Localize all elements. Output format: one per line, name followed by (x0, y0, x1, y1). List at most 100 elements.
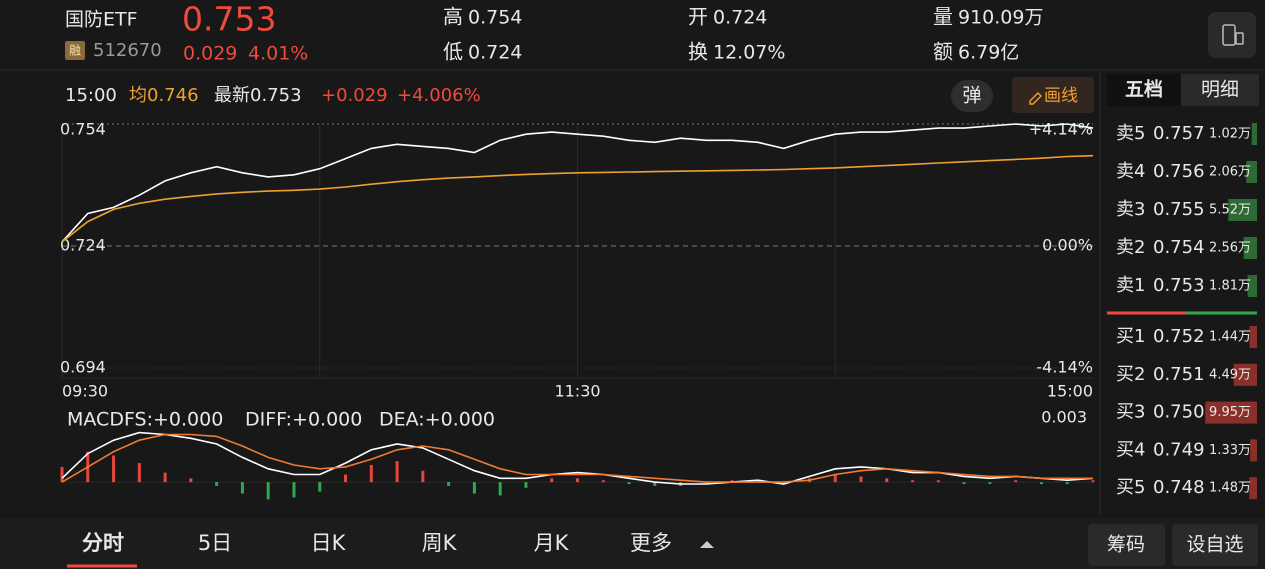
book-price: 0.750 (1153, 402, 1205, 423)
tab-bg[interactable] (1181, 74, 1259, 106)
series-line (61, 431, 1094, 485)
book-volume: 4.49万 (1209, 367, 1251, 382)
macd-bar (833, 474, 837, 483)
macd-bar (137, 463, 141, 483)
stat-label: 高 (443, 5, 463, 29)
stock-name: 国防ETF (65, 9, 138, 31)
stat-value: 0.724 (713, 7, 767, 29)
bottom-tab[interactable]: 分时 (82, 531, 124, 555)
price: 0.753 (182, 0, 276, 39)
info-time: 15:00 (65, 85, 117, 106)
series-line (61, 433, 1093, 483)
pencil-icon (1029, 92, 1042, 105)
macd-bar (576, 478, 579, 483)
macd-bar (112, 455, 116, 483)
y2-tick-label: +4.14% (1029, 120, 1093, 139)
book-label: 卖3 (1116, 199, 1145, 220)
book-price: 0.752 (1153, 326, 1205, 347)
legend-entry: MACDFS:+0.000 (67, 409, 223, 431)
book-price: 0.748 (1153, 477, 1205, 498)
macd-bar (189, 478, 193, 483)
device-icon-small (1235, 32, 1244, 45)
bottom-tab[interactable]: 5日 (198, 531, 232, 555)
stat-label: 开 (688, 5, 708, 29)
info-avg: 均0.746 (129, 85, 199, 106)
book-label: 卖2 (1116, 237, 1145, 258)
x-tick-label: 09:30 (62, 382, 108, 401)
volume-bar (1205, 401, 1257, 424)
stat-label: 量 (933, 5, 953, 29)
macd-bar (704, 482, 708, 485)
macd-bar (962, 482, 966, 485)
macd-bar (627, 482, 631, 485)
book-label: 买1 (1116, 326, 1145, 347)
stat-value: 910.09万 (958, 7, 1043, 29)
book-label: 卖4 (1116, 161, 1145, 182)
macd-bar (550, 478, 554, 483)
action-label[interactable]: 设自选 (1186, 534, 1243, 556)
bottom-tab[interactable]: 日K (311, 531, 347, 555)
x-tick-label: 11:30 (554, 382, 600, 401)
macd-bar (266, 482, 270, 500)
badge: 融 (69, 44, 81, 58)
stock-code: 512670 (93, 40, 162, 61)
macd-bar (911, 480, 915, 483)
device-button[interactable] (1208, 12, 1256, 58)
stat-value: 12.07% (713, 42, 785, 64)
bottom-tab[interactable]: 月K (534, 531, 570, 555)
change-pct: 4.01% (248, 43, 308, 65)
macd-bar (344, 474, 348, 483)
device-icon (1222, 24, 1236, 46)
change: 0.029 (183, 43, 237, 65)
macd-bar (292, 482, 296, 498)
stat-value: 6.79亿 (958, 42, 1019, 64)
action-button[interactable] (1172, 524, 1258, 566)
book-label: 买3 (1116, 402, 1145, 423)
bottom-tab[interactable]: 周K (422, 531, 458, 555)
macd-bar (756, 480, 760, 483)
book-price: 0.754 (1153, 237, 1205, 258)
y2-tick-label: 0.00% (1042, 236, 1093, 255)
macd-bar (318, 482, 322, 492)
info-latest: 最新0.753 (214, 85, 302, 106)
legend-entry: DEA:+0.000 (379, 409, 495, 431)
series-line (61, 154, 1094, 243)
book-price: 0.755 (1153, 199, 1205, 220)
more-arrow (700, 541, 714, 548)
stat-label: 换 (688, 40, 708, 64)
info-change: +0.029 (321, 85, 388, 106)
book-label: 买4 (1116, 439, 1145, 460)
stat-label: 低 (443, 40, 463, 64)
y-tick-label: 0.754 (60, 120, 106, 139)
legend-entry: DIFF:+0.000 (245, 409, 362, 431)
action-button[interactable] (1088, 524, 1165, 566)
action-label[interactable]: 筹码 (1107, 534, 1145, 556)
volume-bar (1243, 237, 1257, 259)
stat-label: 额 (933, 40, 953, 64)
volume-bar (1228, 199, 1257, 221)
stat-value: 0.724 (468, 42, 522, 64)
volume-bar (1233, 363, 1257, 386)
y-tick-label: 0.724 (60, 236, 106, 255)
tab-bg[interactable] (1107, 74, 1181, 106)
bottom-tab[interactable]: 更多 (630, 531, 672, 555)
info-change-pct: +4.006% (397, 85, 481, 106)
book-price: 0.753 (1153, 275, 1205, 296)
volume-bar (1251, 123, 1257, 145)
volume-bar (1246, 161, 1257, 183)
popup-button[interactable] (951, 80, 993, 112)
book-tab[interactable]: 明细 (1201, 79, 1239, 101)
book-price: 0.757 (1153, 123, 1205, 144)
book-label: 卖5 (1116, 123, 1145, 144)
macd-bar (782, 482, 786, 485)
macd-bar (1065, 482, 1069, 485)
book-volume: 9.95万 (1209, 405, 1251, 420)
macd-bar (395, 461, 399, 483)
book-label: 买2 (1116, 364, 1145, 385)
book-tab[interactable]: 五档 (1125, 78, 1163, 101)
macd-bar (215, 482, 219, 486)
book-volume: 1.33万 (1209, 443, 1251, 458)
volume-bar (1247, 275, 1257, 297)
y-tick-label: 0.003 (1041, 408, 1087, 427)
